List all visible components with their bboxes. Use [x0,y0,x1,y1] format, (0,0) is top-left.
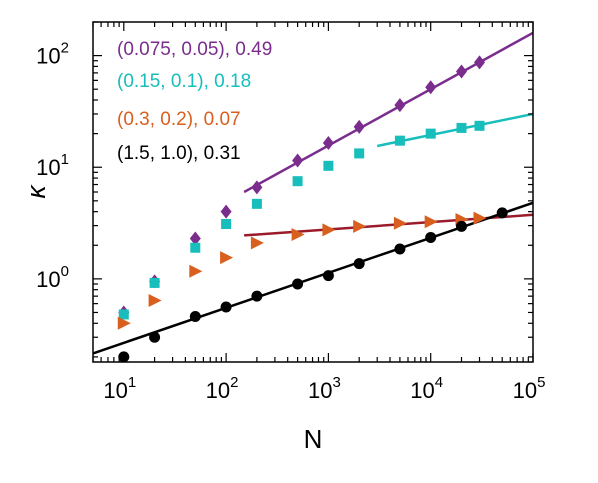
series-2-point-10 [425,128,436,139]
series-1-point-9 [394,98,406,113]
series-4-point-3 [189,311,201,323]
series-2-point-6 [292,176,303,187]
legend-entry-3: (0.3, 0.2), 0.07 [117,109,241,130]
series-4-point-12 [496,207,508,219]
series-2-point-7 [323,160,334,171]
series-3-point-1 [117,316,131,330]
series-4-point-9 [394,243,406,255]
series-3-point-5 [250,236,264,250]
series-1-point-7 [322,135,334,150]
series-3-point-12 [473,211,487,225]
series-4-point-8 [353,258,365,270]
x-tick-label: 102 [206,374,239,403]
axis-ticks: 101 102 103 104 105 100 101 102 [36,21,546,403]
legend-entry-1: (0.075, 0.05), 0.49 [117,39,272,60]
series-3-point-10 [424,215,438,229]
series-3-point-9 [393,216,407,230]
series-1-point-11 [455,64,467,79]
series-3-point-6 [291,227,305,241]
x-tick-label: 103 [308,374,341,403]
series-2-point-8 [354,148,365,159]
series-4-point-6 [292,278,304,290]
series-1-point-8 [353,119,365,134]
series-2-point-5 [251,198,262,209]
series-3-point-3 [189,264,203,278]
series-2-point-11 [456,122,467,133]
series-2-point-3 [190,242,201,253]
series-4-point-11 [455,220,467,232]
series-3-point-4 [220,251,234,265]
series-4-point-2 [149,331,161,343]
series-1-point-5 [251,180,263,195]
x-tick-label: 105 [513,374,546,403]
legend-entry-2: (0.15, 0.1), 0.18 [117,71,251,92]
y-tick-label: 102 [36,40,69,69]
x-tick-label: 104 [410,374,443,403]
series-1-point-4 [220,204,232,219]
series-4-point-7 [322,270,334,282]
legend-entry-4: (1.5, 1.0), 0.31 [117,143,241,164]
series-1-point-6 [292,153,304,168]
legend: (0.075, 0.05), 0.49 (0.15, 0.1), 0.18 (0.3… [117,39,272,164]
series-4-point-4 [220,301,232,313]
series-2-point-4 [221,219,232,230]
series-4-point-5 [251,290,263,302]
series-4-point-10 [425,231,437,243]
series-1-point-12 [474,55,486,70]
series-3-point-8 [353,219,367,233]
x-axis-title: N [304,424,323,454]
series-1-point-10 [425,80,437,95]
y-tick-label: 101 [36,151,69,180]
series-2-point-12 [474,120,485,131]
fit-line-1 [243,31,533,194]
data-markers [117,55,508,363]
series-1-point-3 [189,231,201,246]
series-2-point-1 [118,309,129,320]
series-2-point-2 [149,277,160,288]
x-tick-label: 101 [103,374,136,403]
series-3-point-2 [148,294,162,308]
series-2-point-9 [394,135,405,146]
y-axis-title: κ [21,184,51,199]
y-tick-label: 100 [36,263,69,292]
series-3-point-7 [322,223,336,237]
